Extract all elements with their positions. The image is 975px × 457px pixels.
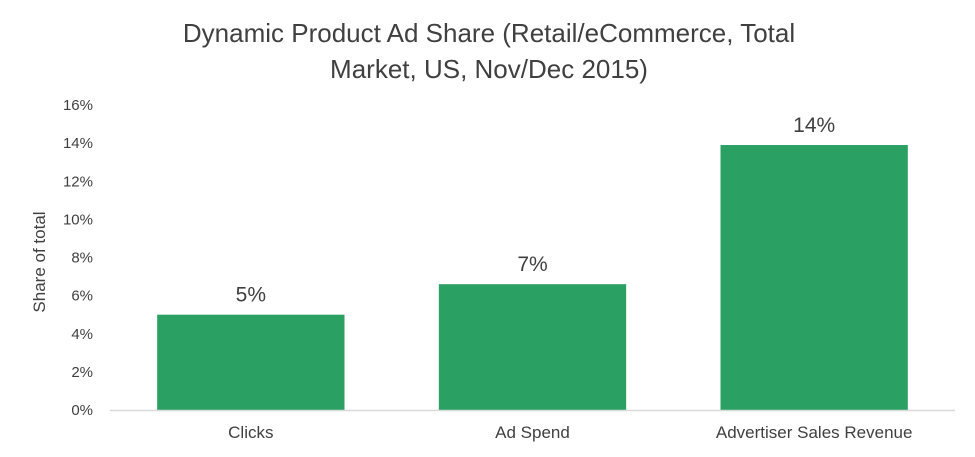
bars xyxy=(157,145,908,410)
y-tick-label: 8% xyxy=(71,250,93,267)
x-tick-label: Advertiser Sales Revenue xyxy=(716,423,913,442)
y-tick-label: 10% xyxy=(63,211,93,228)
y-tick-label: 14% xyxy=(63,135,93,152)
chart-title-line-2: Market, US, Nov/Dec 2015) xyxy=(330,54,648,84)
y-tick-label: 2% xyxy=(71,364,93,381)
chart-title-line-1: Dynamic Product Ad Share (Retail/eCommer… xyxy=(183,18,795,48)
bar xyxy=(438,284,627,410)
x-tick-label: Ad Spend xyxy=(495,423,570,442)
data-label: 7% xyxy=(517,253,547,276)
bar xyxy=(720,145,908,410)
y-axis-ticks: 0% 2% 4% 6% 8% 10% 12% 14% 16% xyxy=(63,97,93,419)
data-label: 5% xyxy=(236,284,266,307)
y-tick-label: 4% xyxy=(71,326,93,343)
chart-title: Dynamic Product Ad Share (Retail/eCommer… xyxy=(183,18,795,84)
y-axis-title: Share of total xyxy=(30,211,49,312)
data-labels: 5% 7% 14% xyxy=(236,114,836,307)
y-tick-label: 12% xyxy=(63,173,93,190)
y-tick-label: 6% xyxy=(71,288,93,305)
data-label: 14% xyxy=(793,114,835,137)
x-tick-label: Clicks xyxy=(228,423,273,442)
bar xyxy=(157,314,345,410)
x-axis-labels: Clicks Ad Spend Advertiser Sales Revenue xyxy=(228,423,912,442)
y-tick-label: 0% xyxy=(71,402,93,419)
y-tick-label: 16% xyxy=(63,97,93,114)
